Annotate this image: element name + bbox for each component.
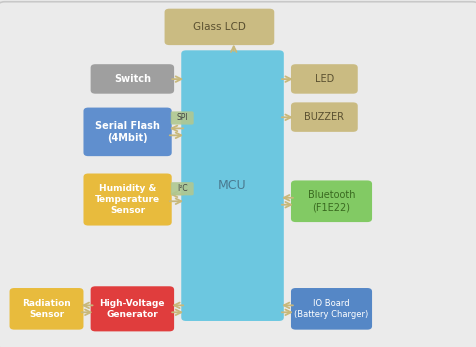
FancyBboxPatch shape [290, 180, 371, 222]
Text: Switch: Switch [114, 74, 150, 84]
Text: Serial Flash
(4Mbit): Serial Flash (4Mbit) [95, 121, 160, 143]
Text: Radiation
Sensor: Radiation Sensor [22, 299, 71, 319]
FancyBboxPatch shape [290, 102, 357, 132]
FancyBboxPatch shape [290, 288, 371, 330]
Text: MCU: MCU [218, 179, 247, 192]
Text: BUZZER: BUZZER [304, 112, 344, 122]
Text: Bluetooth
(F1E22): Bluetooth (F1E22) [307, 190, 355, 212]
Text: High-Voltage
Generator: High-Voltage Generator [99, 299, 165, 319]
Text: I²C: I²C [177, 184, 187, 193]
FancyBboxPatch shape [170, 111, 193, 125]
FancyBboxPatch shape [90, 286, 174, 331]
FancyBboxPatch shape [10, 288, 83, 330]
FancyBboxPatch shape [181, 50, 283, 321]
Text: LED: LED [314, 74, 333, 84]
Text: IO Board
(Battery Charger): IO Board (Battery Charger) [294, 299, 368, 319]
Text: Glass LCD: Glass LCD [193, 22, 245, 32]
FancyBboxPatch shape [170, 182, 193, 195]
FancyBboxPatch shape [290, 64, 357, 94]
FancyBboxPatch shape [164, 9, 274, 45]
Text: Humidity &
Temperature
Sensor: Humidity & Temperature Sensor [95, 184, 160, 215]
Text: SPI: SPI [176, 113, 188, 122]
FancyBboxPatch shape [90, 64, 174, 94]
FancyBboxPatch shape [83, 174, 171, 226]
FancyBboxPatch shape [83, 108, 171, 156]
